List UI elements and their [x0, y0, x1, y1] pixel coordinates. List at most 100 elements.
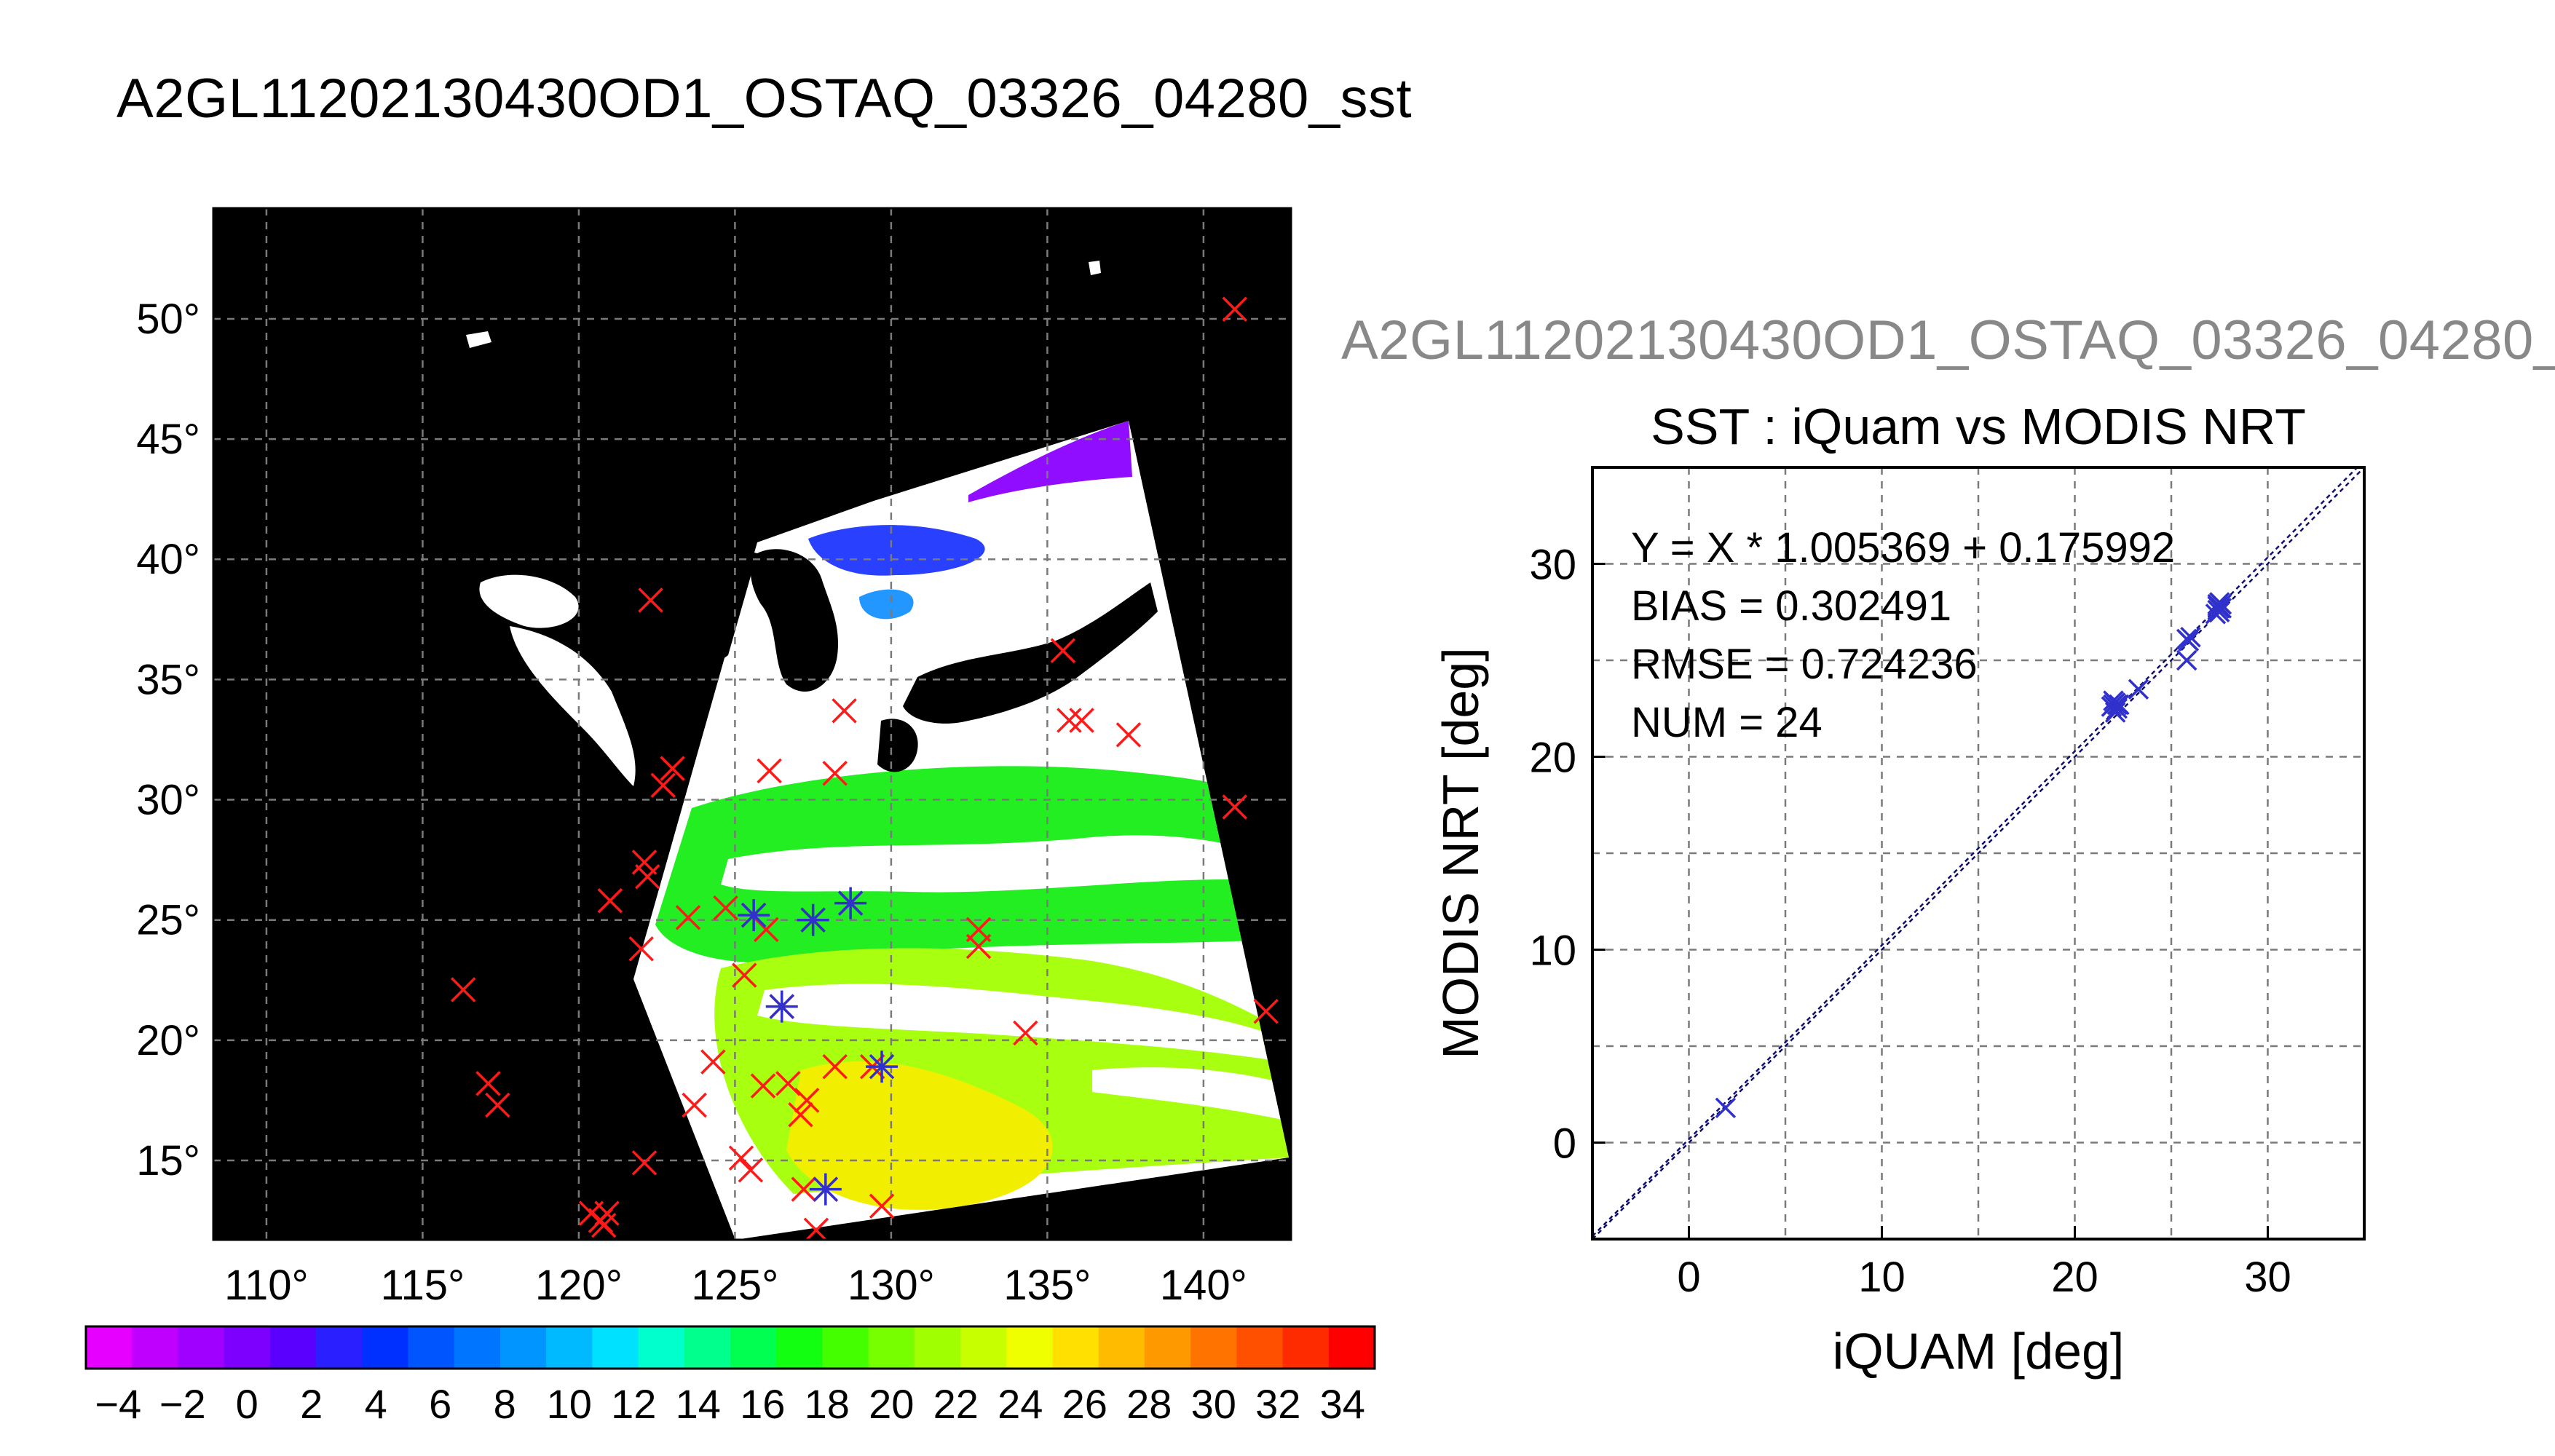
sst-field-lightblue: [859, 589, 914, 620]
colorbar-cell: [408, 1326, 455, 1369]
matchup-marker: [1057, 708, 1082, 733]
scatter-point: [2128, 678, 2149, 700]
scatter-point: [2101, 696, 2122, 717]
scatter-x-tick-label: 10: [1858, 1254, 1906, 1301]
map-lon-tick-label: 120°: [535, 1262, 623, 1309]
colorbar-cell: [684, 1326, 731, 1369]
colorbar-cell: [868, 1326, 915, 1369]
scatter-point: [2180, 626, 2201, 648]
colorbar-cell: [776, 1326, 824, 1369]
cloud-streak: [1092, 1067, 1289, 1121]
scatter-stat-text: Y = X * 1.005369 + 0.175992: [1631, 524, 2175, 571]
colorbar-cell: [822, 1326, 869, 1369]
sst-map-panel: 110° 115° 120° 125° 130° 135° 140° 15° 20° 25° 30°…: [136, 207, 1292, 1309]
matchup-marker: [682, 1092, 707, 1118]
matchup-marker: [775, 1071, 801, 1096]
map-lat-tick-label: 30°: [136, 777, 200, 824]
matchup-marker: [597, 888, 623, 914]
matchup-marker: [700, 1049, 726, 1075]
scatter-y-tick-label: 10: [1529, 927, 1576, 975]
colorbar-cell: [269, 1326, 317, 1369]
scatter-point: [2178, 630, 2200, 652]
matchup-marker: [757, 758, 782, 784]
colorbar-tick-labels: −4 −2 0 2 4 6 8 10 12 14 16 18 20 22 24 26 28 30 32 34: [95, 1381, 1365, 1427]
cloud-over-land: [1089, 261, 1101, 275]
map-lat-tick-label: 25°: [136, 897, 200, 944]
matchup-marker: [660, 756, 685, 781]
matchup-marker: [738, 1157, 764, 1183]
scatter-points: [1715, 592, 2232, 1119]
scatter-figure-title: A2GL11202130430OD1_OSTAQ_03326_04280_s: [1341, 309, 2555, 371]
scatter-border: [1591, 466, 2366, 1241]
map-lat-tick-label: 45°: [136, 416, 200, 463]
matchup-marker: [628, 936, 654, 962]
matchup-marker: [591, 1212, 617, 1238]
colorbar-tick-label: 34: [1320, 1381, 1365, 1427]
matchup-marker: [1050, 638, 1076, 663]
regression-line: [1592, 467, 2359, 1237]
colorbar-cell: [316, 1326, 363, 1369]
map-lat-tick-label: 50°: [136, 296, 200, 343]
matchup-marker: [832, 698, 857, 724]
scatter-point: [1715, 1097, 1737, 1119]
matchup-marker: [803, 1217, 829, 1240]
matchup-marker: [1069, 708, 1094, 733]
matchup-marker: [1222, 296, 1248, 322]
colorbar-cell: [914, 1326, 961, 1369]
scatter-stat-text: NUM = 24: [1631, 699, 1823, 746]
map-lon-tick-label: 115°: [381, 1262, 465, 1309]
matchup-marker: [485, 1092, 510, 1118]
scatter-point: [2106, 694, 2128, 716]
scatter-gridlines: [1592, 467, 2364, 1239]
x-axis-label: iQUAM [deg]: [1833, 1323, 2125, 1380]
valid-matchup-marker: [834, 887, 867, 919]
sst-field-yellow: [786, 1061, 1053, 1210]
scatter-point: [2205, 604, 2227, 625]
colorbar-cell: [1098, 1326, 1145, 1369]
colorbar-tick-label: 30: [1191, 1381, 1236, 1427]
matchup-marker: [754, 917, 779, 943]
matchup-marker: [1222, 794, 1248, 820]
colorbar-cell: [1282, 1326, 1330, 1369]
matchup-marker: [822, 1053, 848, 1080]
colorbar-tick-label: 0: [236, 1381, 258, 1427]
matchup-marker: [794, 1088, 820, 1113]
cloud-over-land: [510, 626, 636, 786]
colorbar-cell: [1144, 1326, 1191, 1369]
matchup-marker: [631, 1150, 657, 1176]
scatter-y-tick-label: 0: [1553, 1120, 1576, 1168]
matchup-marker: [1013, 1020, 1038, 1046]
matchup-marker: [728, 1145, 754, 1171]
scatter-panel: SST : iQuam vs MODIS NRT 0 10 20 300102030 …: [1432, 398, 2366, 1380]
scatter-x-tick-label: 0: [1677, 1254, 1700, 1301]
colorbar-cell: [592, 1326, 639, 1369]
colorbar-tick-label: 6: [429, 1381, 451, 1427]
map-lat-tick-label: 40°: [136, 536, 200, 583]
colorbar-border: [84, 1325, 1376, 1370]
colorbar-cell: [86, 1326, 133, 1369]
colorbar-tick-label: 2: [300, 1381, 323, 1427]
colorbar-tick-label: 32: [1255, 1381, 1300, 1427]
matchup-marker: [713, 895, 738, 921]
cloud-streak: [757, 984, 1289, 1063]
colorbar-cell: [224, 1326, 271, 1369]
japan-land: [903, 582, 1158, 724]
colorbar-tick-label: 22: [933, 1381, 979, 1427]
colorbar-cell: [1328, 1326, 1375, 1369]
scatter-x-tick-label: 20: [2051, 1254, 2098, 1301]
map-imagery: [213, 208, 1291, 1240]
colorbar-tick-label: 4: [365, 1381, 387, 1427]
matchup-marker: [869, 1193, 895, 1219]
colorbar: −4 −2 0 2 4 6 8 10 12 14 16 18 20 22 24 26 28 30 32 34: [84, 1325, 1376, 1427]
colorbar-cell: [132, 1326, 179, 1369]
scatter-y-tick-label: 20: [1529, 735, 1576, 782]
colorbar-cell: [960, 1326, 1007, 1369]
scatter-annotations: Y = X * 1.005369 + 0.175992 BIAS = 0.3024…: [1631, 524, 2175, 746]
korea-land: [750, 549, 838, 692]
matchup-marker: [788, 1102, 813, 1128]
colorbar-tick-label: −2: [159, 1381, 206, 1427]
map-border: [212, 207, 1292, 1241]
scatter-point: [2211, 593, 2232, 615]
scatter-title: SST : iQuam vs MODIS NRT: [1651, 398, 2306, 455]
colorbar-tick-label: 10: [547, 1381, 592, 1427]
